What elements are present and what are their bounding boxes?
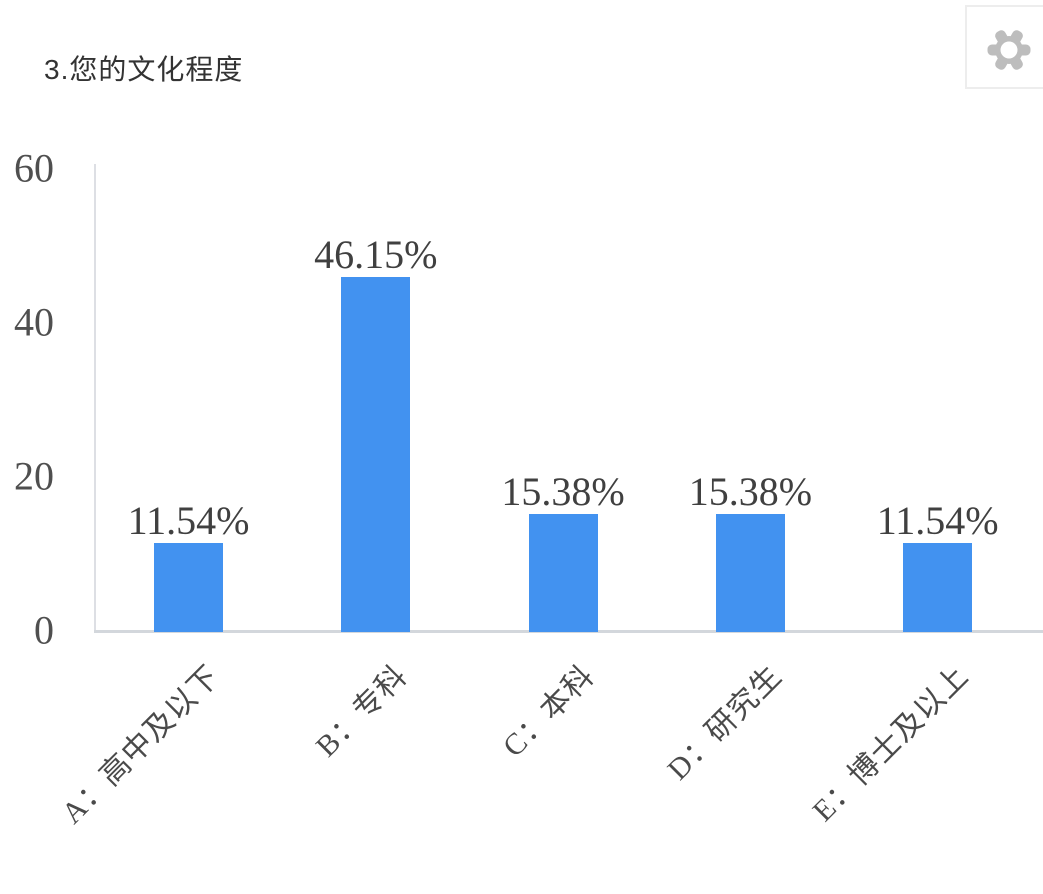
bar-value-label: 15.38% [501, 468, 625, 514]
bar-value-label: 11.54% [876, 498, 999, 544]
x-axis-label: D：研究生 [661, 659, 789, 787]
x-axis-label: E：博士及以上 [806, 659, 976, 828]
gear-icon [987, 30, 1031, 70]
y-axis-line [94, 164, 96, 632]
y-tick-label: 20 [14, 453, 54, 499]
bar[interactable] [528, 513, 598, 632]
y-tick-label: 60 [14, 145, 54, 191]
bar[interactable] [903, 543, 973, 632]
bar[interactable] [341, 276, 411, 632]
bar-value-label: 11.54% [127, 498, 250, 544]
bar-value-label: 46.15% [314, 231, 438, 277]
settings-button[interactable] [965, 5, 1043, 89]
y-tick-label: 40 [14, 299, 54, 345]
x-axis-label: B：专科 [309, 659, 414, 764]
x-axis-label: C：本科 [496, 659, 601, 764]
x-axis-label: A：高中及以下 [55, 659, 227, 831]
question-title: 3.您的文化程度 [44, 54, 244, 85]
bar-value-label: 15.38% [688, 468, 813, 514]
bar[interactable] [154, 543, 223, 632]
y-tick-label: 0 [34, 607, 54, 653]
bar[interactable] [715, 513, 785, 632]
